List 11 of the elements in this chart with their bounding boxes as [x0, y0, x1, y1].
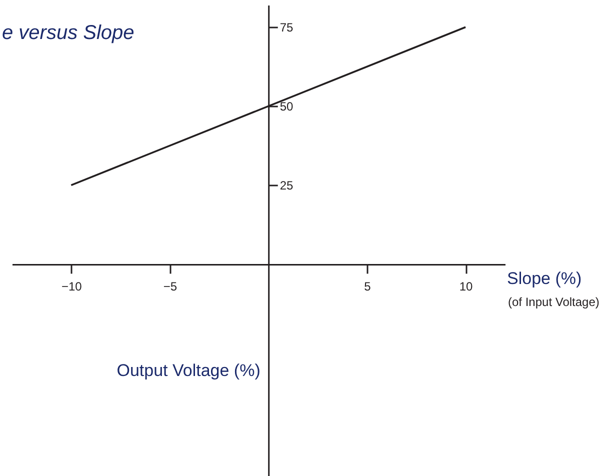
y-tick-label: 50 [280, 100, 294, 114]
x-tick-label: −10 [61, 280, 82, 294]
x-axis-title: Slope (%) [507, 269, 582, 288]
text: e versus Slope [2, 22, 134, 44]
y-axis-title: Output Voltage (%) [116, 361, 260, 380]
y-tick-label: 75 [280, 20, 294, 35]
x-tick-label: −5 [163, 280, 178, 294]
y-tick-label: 25 [280, 178, 294, 193]
x-tick-label: 5 [364, 280, 372, 294]
text: (of Input Voltage) [508, 295, 600, 310]
x-tick-label: 10 [459, 280, 474, 294]
